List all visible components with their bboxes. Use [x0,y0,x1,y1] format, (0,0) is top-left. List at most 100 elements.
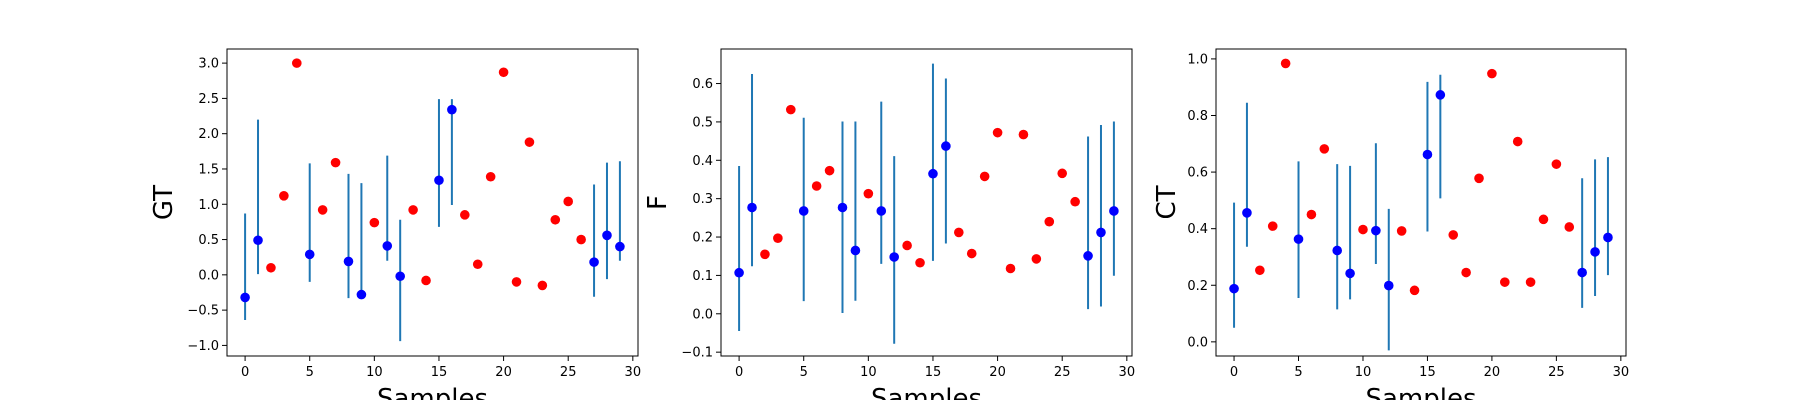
y-tick-label: 0.3 [692,192,713,207]
y-tick-label: 1.0 [1187,52,1208,67]
blue-data-point [889,252,899,262]
blue-data-point [1083,251,1093,261]
x-tick-label: 30 [1119,365,1136,380]
red-data-point [785,104,796,115]
red-data-point [472,259,483,270]
chart-panel-ct: 0 5 10 15 20 25 30 0.0 0.2 0.4 0.6 0.8 1.0 CT Samples [1152,48,1630,400]
y-tick-label: 0.4 [692,154,713,169]
red-data-point [979,171,990,182]
blue-data-point [1371,225,1381,236]
red-data-point [1461,267,1471,278]
plot-frame [720,48,1133,357]
red-data-point [1267,221,1278,231]
x-tick-label: 30 [1613,365,1630,380]
red-data-point [511,277,522,287]
x-tick-label: 5 [800,365,808,380]
plot-frame [226,48,639,357]
red-data-point [824,165,835,176]
x-tick-label: 15 [431,365,448,380]
red-data-point [460,210,470,220]
y-tick-label: −1.0 [187,339,219,354]
blue-data-point [602,230,612,241]
x-axis-label: Samples [1365,384,1476,400]
blue-data-point [1422,149,1433,160]
blue-data-point [1590,247,1600,257]
red-data-point [576,234,586,245]
x-tick-label: 10 [366,365,383,380]
x-tick-label: 0 [241,365,249,380]
y-tick-label: 0.2 [692,231,713,246]
red-data-point [1448,230,1459,240]
y-tick-label: −0.5 [187,304,219,319]
y-tick-label: 3.0 [198,57,219,72]
blue-data-point [734,267,744,278]
chart-panel-f: 0 5 10 15 20 25 30 −0.1 0.0 0.1 0.2 0.3 0.4 0.5 0.6 F Sa… [643,48,1136,400]
y-tick-label: −0.1 [681,346,713,361]
red-data-point [954,227,964,238]
red-data-point [1409,285,1420,296]
red-data-point [330,157,341,168]
y-tick-label: 2.0 [198,127,219,142]
blue-data-point [747,202,757,213]
x-tick-label: 10 [860,365,877,380]
x-tick-label: 0 [1230,365,1238,380]
red-data-point [1396,226,1407,236]
red-data-point [1538,214,1549,225]
x-tick-label: 20 [495,365,512,380]
blue-data-point [1293,234,1304,244]
x-tick-label: 30 [625,365,642,380]
x-tick-label: 20 [1484,365,1501,380]
chart-panel-gt: 0 5 10 15 20 25 30 −1.0 −0.5 0.0 0.5 1.0 1.5 2.0 2.5 3.… [149,48,642,400]
blue-data-point [382,241,393,251]
y-tick-label: 0.2 [1187,279,1208,294]
y-axis-label: F [643,195,673,210]
x-tick-label: 5 [306,365,314,380]
blue-data-point [1345,268,1355,279]
red-data-point [1044,216,1055,227]
blue-data-point [589,257,599,267]
y-axis-label: GT [149,185,179,220]
x-tick-label: 25 [1548,365,1565,380]
blue-data-point [395,271,405,282]
red-data-point [811,181,822,191]
red-data-point [1280,58,1291,69]
red-data-point [1306,209,1317,220]
x-tick-label: 25 [560,365,577,380]
red-data-point [369,217,380,228]
blue-data-point [1332,245,1342,256]
blue-data-point [343,256,354,267]
blue-data-point [1577,267,1587,278]
y-tick-label: 0.5 [198,233,219,248]
y-tick-label: 1.5 [198,162,219,177]
y-tick-label: 0.4 [1187,222,1208,237]
red-data-point [1551,159,1562,169]
y-tick-label: 0.0 [1187,335,1208,350]
blue-data-point [1229,283,1239,294]
red-data-point [1474,173,1484,184]
x-tick-label: 5 [1294,365,1302,380]
blue-data-point [434,175,444,186]
red-data-point [902,240,912,251]
y-tick-label: 0.0 [198,268,219,283]
red-data-point [966,248,977,259]
red-data-point [1255,265,1265,276]
blue-data-point [1109,206,1119,216]
red-data-point [1319,144,1330,154]
y-tick-label: 0.5 [692,115,713,130]
plot-frame [1215,48,1627,357]
y-tick-label: 0.8 [1187,109,1208,124]
red-data-point [421,275,431,286]
blue-data-point [1242,208,1252,218]
blue-data-point [1383,280,1394,291]
red-data-point [1070,196,1080,207]
blue-data-point [447,104,457,115]
red-data-point [1487,68,1497,79]
y-axis-label: CT [1152,185,1182,219]
red-data-point [1358,224,1368,235]
blue-data-point [304,249,315,260]
red-data-point [1500,277,1510,287]
red-data-point [1057,168,1068,179]
y-tick-label: 0.0 [692,307,713,322]
red-data-point [498,67,509,78]
